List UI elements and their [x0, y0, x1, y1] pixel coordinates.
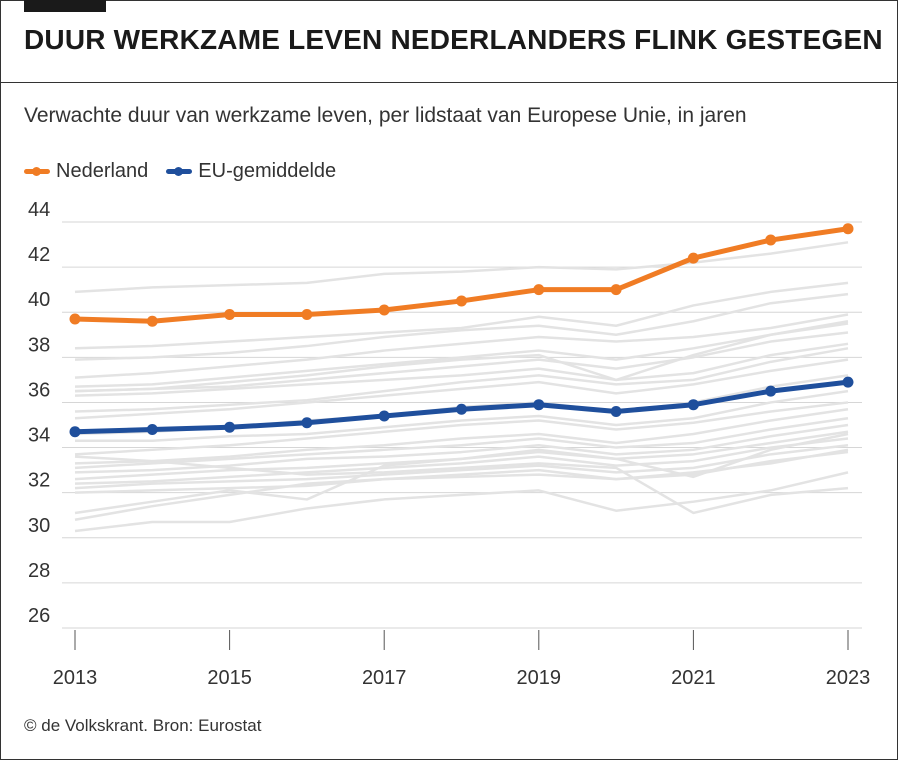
line-chart: 26 28 30 32 34 36 38 40 42 44 2013 2015 2017 2019 2021…	[28, 199, 870, 689]
legend-item-eu-gemiddelde[interactable]: EU-gemiddelde	[166, 160, 336, 183]
y-tick-label: 30	[28, 515, 50, 537]
data-point-eu-gemiddelde[interactable]	[301, 417, 313, 429]
background-series-layer	[74, 241, 849, 533]
country-line	[74, 342, 849, 397]
x-tick-label: 2013	[53, 667, 98, 689]
legend: Nederland EU-gemiddelde	[24, 160, 354, 183]
country-line	[74, 281, 849, 350]
country-line	[74, 320, 849, 388]
x-tick-label: 2021	[671, 667, 716, 689]
country-line	[74, 448, 849, 521]
data-point-nederland[interactable]	[456, 295, 467, 307]
data-point-nederland[interactable]	[687, 252, 699, 264]
country-line	[74, 407, 849, 465]
data-point-eu-gemiddelde[interactable]	[224, 421, 236, 433]
y-tick-label: 34	[28, 425, 50, 447]
data-point-nederland[interactable]	[533, 284, 545, 296]
data-point-eu-gemiddelde[interactable]	[69, 426, 81, 438]
country-line	[74, 347, 849, 413]
data-point-eu-gemiddelde[interactable]	[765, 385, 777, 397]
x-tick-label: 2023	[826, 667, 871, 689]
y-tick-label: 38	[28, 334, 50, 356]
country-line	[74, 455, 849, 515]
data-point-eu-gemiddelde[interactable]	[456, 403, 467, 415]
country-line	[74, 432, 849, 515]
country-line	[74, 292, 849, 361]
data-point-eu-gemiddelde[interactable]	[533, 399, 545, 411]
y-tick-label: 28	[28, 560, 50, 582]
data-point-eu-gemiddelde[interactable]	[610, 405, 622, 417]
chart-headline: DUUR WERKZAME LEVEN NEDERLANDERS FLINK G…	[24, 24, 883, 55]
main-series-layer	[69, 223, 854, 438]
country-line	[74, 358, 849, 420]
legend-item-nederland[interactable]: Nederland	[24, 160, 148, 183]
data-point-eu-gemiddelde[interactable]	[378, 410, 390, 422]
data-point-nederland[interactable]	[146, 315, 158, 327]
country-line	[74, 401, 849, 456]
y-tick-label: 42	[28, 244, 50, 266]
data-point-nederland[interactable]	[69, 313, 81, 325]
country-line	[75, 389, 849, 443]
source-note: © de Volkskrant. Bron: Eurostat	[24, 716, 262, 735]
country-line	[74, 241, 849, 294]
data-point-eu-gemiddelde[interactable]	[842, 376, 854, 388]
legend-swatch-eu-gemiddelde	[166, 167, 193, 176]
y-tick-label: 36	[28, 379, 50, 401]
country-line	[74, 331, 849, 393]
y-tick-label: 26	[28, 605, 50, 627]
header-divider	[0, 82, 898, 83]
data-point-nederland[interactable]	[842, 223, 854, 235]
legend-label-eu-gemiddelde: EU-gemiddelde	[198, 160, 337, 182]
data-point-eu-gemiddelde[interactable]	[146, 424, 158, 436]
x-tick-label: 2015	[207, 667, 252, 689]
y-tick-label: 32	[28, 470, 50, 492]
country-line	[74, 423, 849, 474]
x-tick-label: 2019	[517, 667, 562, 689]
y-tick-label: 40	[28, 289, 50, 311]
data-point-nederland[interactable]	[301, 308, 313, 320]
axis-labels-layer: 26 28 30 32 34 36 38 40 42 44 2013 2015 2017 2019 2021…	[28, 199, 870, 689]
data-point-nederland[interactable]	[224, 308, 236, 320]
data-point-eu-gemiddelde[interactable]	[687, 399, 699, 411]
country-line	[74, 471, 849, 533]
chart-subtitle: Verwachte duur van werkzame leven, per l…	[24, 104, 747, 127]
data-point-nederland[interactable]	[610, 284, 622, 296]
y-tick-label: 44	[28, 199, 50, 221]
country-line	[74, 416, 849, 470]
country-line	[74, 444, 849, 490]
series-line-nederland	[72, 226, 851, 324]
legend-swatch-nederland	[24, 167, 50, 176]
country-line	[74, 437, 849, 485]
country-line	[74, 322, 849, 393]
country-line	[74, 313, 849, 379]
data-point-nederland[interactable]	[378, 304, 390, 316]
data-point-nederland[interactable]	[765, 234, 777, 246]
x-tick-label: 2017	[362, 667, 407, 689]
brand-bar	[24, 0, 106, 12]
legend-label-nederland: Nederland	[56, 160, 149, 182]
